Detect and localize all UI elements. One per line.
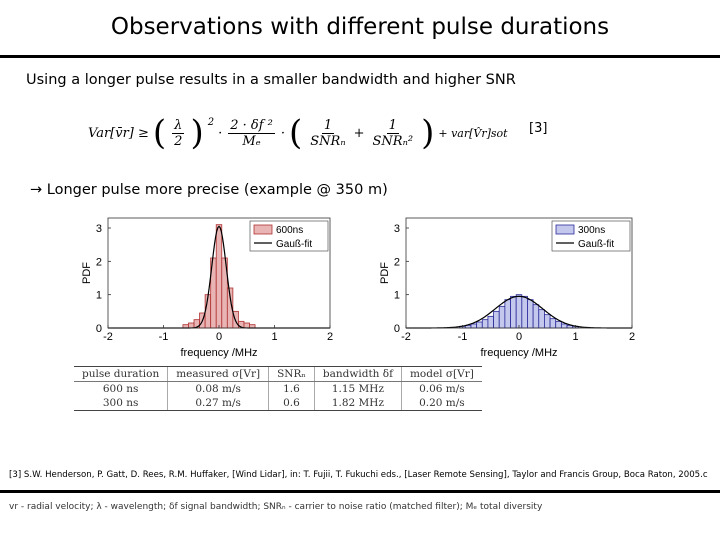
- frac-den: SNRₙ: [310, 133, 346, 149]
- histogram-bar: [544, 314, 551, 329]
- legend-label: 300ns: [578, 225, 605, 236]
- x-tick-label: -1: [159, 331, 169, 343]
- y-tick-label: 2: [96, 256, 102, 268]
- formula-mid-frac: 2 · δf ² Mₑ: [228, 118, 275, 149]
- x-tick-label: -1: [458, 331, 468, 343]
- formula-paren-close: ): [190, 113, 204, 153]
- formula-dot: ·: [218, 125, 223, 141]
- histogram-bar: [549, 318, 557, 329]
- formula-tail: + var[V̂r]sot: [438, 126, 508, 140]
- histogram-bar: [493, 310, 500, 329]
- y-tick-label: 1: [394, 290, 400, 302]
- symbol-legend: vr - radial velocity; λ - wavelength; δf…: [9, 502, 543, 512]
- y-axis-label: PDF: [81, 262, 93, 284]
- y-tick-label: 1: [96, 290, 102, 302]
- formula-snr2-frac: 1 SNRₙ²: [371, 118, 416, 149]
- frac-den: 2: [174, 133, 183, 149]
- histogram-bar: [498, 305, 506, 329]
- x-tick-label: 0: [516, 331, 522, 343]
- x-tick-label: 2: [629, 331, 635, 343]
- formula-snr1-frac: 1 SNRₙ: [308, 118, 347, 149]
- y-tick-label: 3: [394, 223, 400, 235]
- table-header: model σ[Vr]: [400, 366, 482, 382]
- histogram-bar: [538, 309, 545, 329]
- table-cell: 0.20 m/s: [400, 396, 482, 411]
- histogram-bar: [510, 295, 517, 329]
- y-tick-label: 0: [394, 323, 400, 335]
- y-tick-label: 3: [96, 223, 102, 235]
- table-cell: 0.6: [268, 396, 315, 411]
- variance-formula: Var[v̄r] ≥ ( λ 2 ) 2 · 2 · δf ² Mₑ · ( 1…: [88, 110, 508, 156]
- histogram-bar: [504, 299, 511, 329]
- y-axis-label: PDF: [379, 262, 391, 284]
- histogram-bar: [515, 294, 523, 329]
- table-header: bandwidth δf: [313, 366, 402, 382]
- formula-paren-close: ): [421, 113, 435, 153]
- histogram-bar: [527, 299, 534, 329]
- histogram-bar: [532, 304, 540, 329]
- slide-title: Observations with different pulse durati…: [110, 14, 610, 40]
- table-cell: 1.6: [268, 381, 315, 396]
- legend-swatch: [555, 224, 575, 235]
- conclusion-text: Longer pulse more precise (example @ 350…: [46, 182, 388, 198]
- table-header: measured σ[Vr]: [167, 366, 269, 382]
- frac-num: 1: [386, 117, 399, 134]
- x-tick-label: 1: [271, 331, 277, 343]
- formula-paren-open: (: [152, 113, 167, 153]
- frac-num: λ: [172, 117, 185, 134]
- x-axis-label: frequency /MHz: [480, 347, 557, 359]
- table-cell: 300 ns: [74, 396, 168, 411]
- frac-den: Mₑ: [242, 133, 261, 149]
- title-rule: [0, 55, 720, 58]
- table-cell: 0.27 m/s: [167, 396, 269, 411]
- histogram-bar: [487, 315, 494, 329]
- frac-den: SNRₙ²: [372, 133, 414, 149]
- x-tick-label: -2: [401, 331, 411, 343]
- histogram-bar: [476, 321, 483, 329]
- table-row: 300 ns 0.27 m/s 0.6 1.82 MHz 0.20 m/s: [74, 396, 482, 411]
- histogram-300ns: -2 -1 0 1 2 0 1 2 3 frequency /MHz PDF 300ns Gauß-fi…: [379, 217, 635, 359]
- formula-lambda-frac: λ 2: [172, 117, 185, 149]
- frac-num: 1: [321, 117, 335, 134]
- table-header: pulse duration: [74, 366, 168, 382]
- x-tick-label: 0: [216, 331, 222, 343]
- y-tick-label: 0: [96, 323, 102, 335]
- formula-plus: +: [353, 125, 365, 141]
- intro-text: Using a longer pulse results in a smalle…: [26, 72, 516, 88]
- table-header: SNRₙ: [268, 366, 315, 382]
- x-tick-label: -2: [103, 331, 113, 343]
- table-row: 600 ns 0.08 m/s 1.6 1.15 MHz 0.06 m/s: [74, 381, 482, 396]
- formula-dot: ·: [280, 125, 286, 141]
- histogram-bar: [470, 323, 478, 329]
- frac-num: 2 · δf ²: [228, 117, 275, 134]
- x-tick-label: 2: [327, 331, 333, 343]
- table-cell: 1.82 MHz: [313, 396, 402, 411]
- table-cell: 0.08 m/s: [167, 381, 269, 396]
- formula-lhs: Var[v̄r] ≥: [88, 125, 149, 141]
- legend-label: Gauß-fit: [578, 239, 614, 250]
- reference-tag: [3]: [529, 121, 548, 136]
- table-cell: 0.06 m/s: [400, 381, 482, 396]
- formula-paren-open: (: [289, 113, 303, 153]
- histogram-bar: [560, 323, 568, 329]
- pulse-duration-table: pulse duration measured σ[Vr] SNRₙ bandw…: [74, 366, 482, 411]
- reference-footnote: [3] S.W. Henderson, P. Gatt, D. Rees, R.…: [9, 470, 708, 480]
- legend-label: 600ns: [276, 225, 303, 236]
- histogram-bar: [215, 224, 223, 329]
- histogram-bar: [521, 295, 528, 329]
- footer-rule: [0, 490, 720, 493]
- legend-swatch: [253, 224, 273, 235]
- conclusion-line: → Longer pulse more precise (example @ 3…: [30, 182, 388, 198]
- table-cell: 600 ns: [102, 383, 139, 395]
- legend-label: Gauß-fit: [276, 239, 312, 250]
- arrow-icon: →: [30, 182, 43, 198]
- histogram-bar: [555, 320, 562, 329]
- x-axis-label: frequency /MHz: [180, 347, 257, 359]
- histogram-600ns: -2 -1 0 1 2 0 1 2 3 frequency /MHz PDF 600ns Gauß-fi…: [81, 217, 333, 359]
- y-tick-label: 2: [394, 256, 400, 268]
- x-tick-label: 1: [572, 331, 578, 343]
- formula-exponent: 2: [207, 116, 215, 128]
- table-cell: 1.15 MHz: [313, 381, 402, 396]
- histogram-bar: [481, 319, 489, 329]
